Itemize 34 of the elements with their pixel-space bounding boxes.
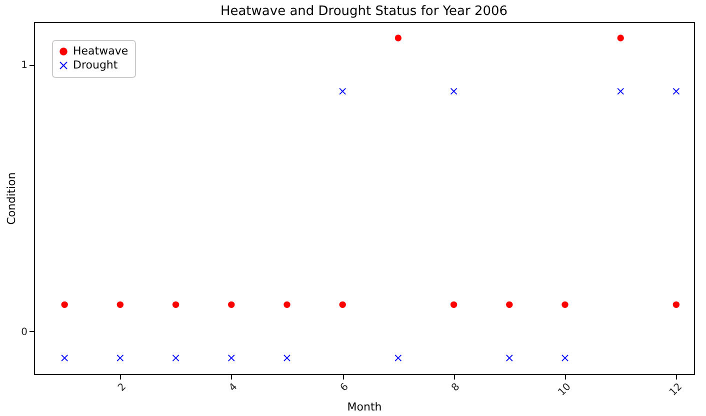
point [672,88,680,95]
point [284,354,290,362]
y-tick-label: 0 [21,326,28,338]
point [228,354,235,362]
point [116,301,124,308]
y-axis-title: Condition [5,172,18,225]
point [450,301,458,308]
x-axis-title: Month [347,400,382,414]
legend-label: Drought [73,58,118,72]
y-tick-label: 1 [21,60,28,72]
point [506,354,513,362]
point [61,301,68,308]
point [228,301,235,308]
x-tick-label: 6 [338,382,351,394]
point [617,88,624,95]
x-tick-label: 2 [116,382,128,394]
point [506,301,513,308]
point [672,301,680,308]
point [562,354,568,362]
point [617,34,624,42]
x-tick-label: 8 [450,382,462,394]
point [562,301,568,308]
point [450,88,458,95]
x-tick-label: 4 [227,382,240,394]
x-tick-label: 10 [556,382,574,398]
point [339,88,346,95]
point [284,301,290,308]
point [339,301,346,308]
point [61,354,68,362]
chart-title: Heatwave and Drought Status for Year 2006 [220,4,508,19]
point [172,301,180,308]
point [394,34,402,42]
x-tick-label: 12 [668,382,684,398]
legend-label: Heatwave [73,44,128,58]
